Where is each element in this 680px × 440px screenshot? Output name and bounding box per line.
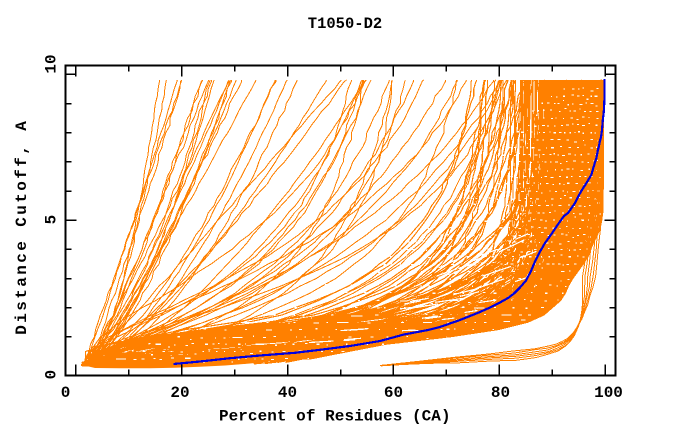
svg-text:20: 20 xyxy=(170,384,189,402)
svg-text:5: 5 xyxy=(43,215,61,225)
svg-text:0: 0 xyxy=(43,370,61,380)
svg-text:T1050-D2: T1050-D2 xyxy=(308,15,382,33)
svg-text:100: 100 xyxy=(594,384,623,402)
svg-text:Percent of Residues (CA): Percent of Residues (CA) xyxy=(219,408,451,426)
svg-text:Distance Cutoff, A: Distance Cutoff, A xyxy=(13,119,31,335)
svg-text:80: 80 xyxy=(491,384,510,402)
svg-text:0: 0 xyxy=(61,384,71,402)
svg-text:10: 10 xyxy=(43,54,61,73)
svg-text:40: 40 xyxy=(278,384,297,402)
svg-text:60: 60 xyxy=(384,384,403,402)
